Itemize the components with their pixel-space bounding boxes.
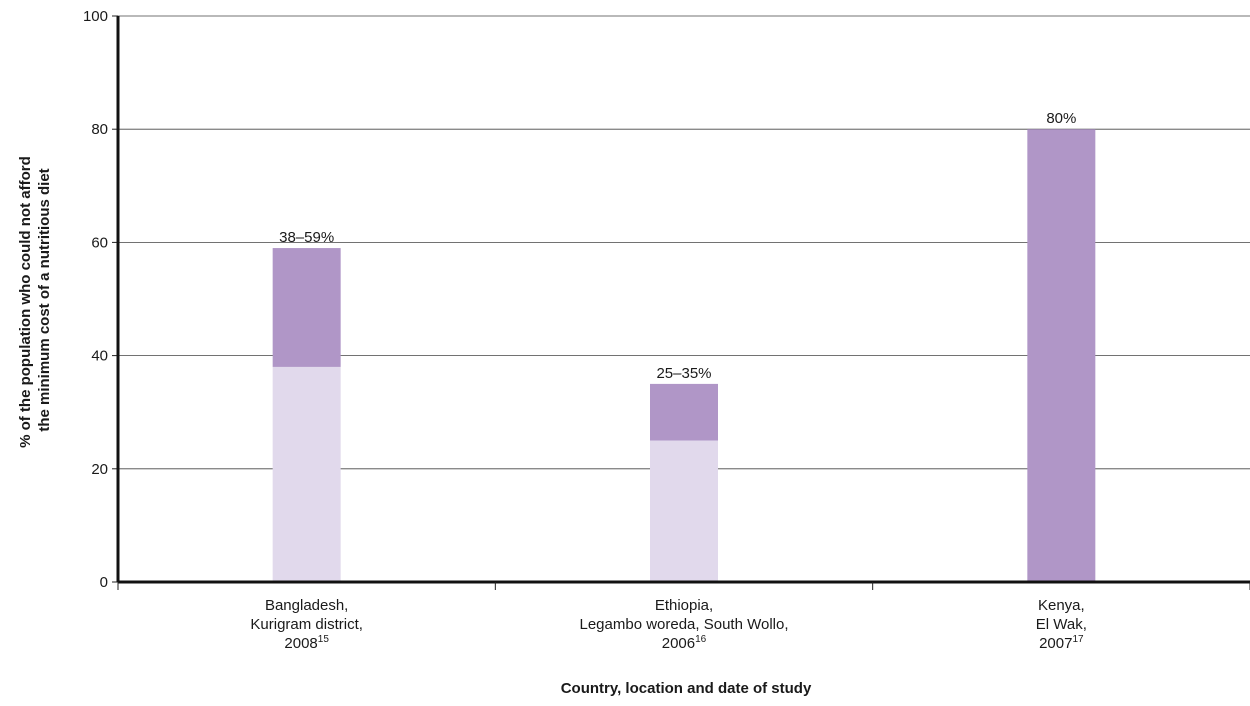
y-axis-title-line-2: the minimum cost of a nutritious diet <box>36 168 53 431</box>
bar-segment <box>272 248 341 367</box>
data-label: 80% <box>1046 110 1076 127</box>
y-tick-label: 0 <box>100 574 108 591</box>
y-axis-title: % of the population who could not afford… <box>17 152 53 448</box>
x-axis-title: Country, location and date of study <box>561 680 812 697</box>
y-tick-label: 100 <box>83 8 108 25</box>
y-tick-label: 60 <box>91 234 108 251</box>
y-axis-title-line-1: % of the population who could not afford <box>17 156 34 448</box>
axes <box>116 16 1250 590</box>
data-label: 25–35% <box>656 365 711 382</box>
x-category-label: Ethiopia, Legambo woreda, South Wollo, 200… <box>579 597 788 652</box>
y-tick-label: 40 <box>91 348 108 365</box>
x-category-label: Bangladesh, Kurigram district, 200815 <box>250 597 363 652</box>
y-tick-labels: 0 20 40 60 80 100 <box>83 8 108 591</box>
y-tick-label: 20 <box>91 461 108 478</box>
y-tick-label: 80 <box>91 121 108 138</box>
data-labels: 38–59% 25–35% 80% <box>279 110 1076 382</box>
x-category-label: Kenya, El Wak, 200717 <box>1036 597 1087 652</box>
bar-segment <box>272 366 341 582</box>
bars <box>272 129 1096 582</box>
bar-segment <box>1027 129 1096 582</box>
bar-segment <box>650 440 718 582</box>
x-category-labels: Bangladesh, Kurigram district, 200815 Ethio… <box>250 597 1086 652</box>
bar-segment <box>650 383 718 441</box>
data-label: 38–59% <box>279 229 334 246</box>
